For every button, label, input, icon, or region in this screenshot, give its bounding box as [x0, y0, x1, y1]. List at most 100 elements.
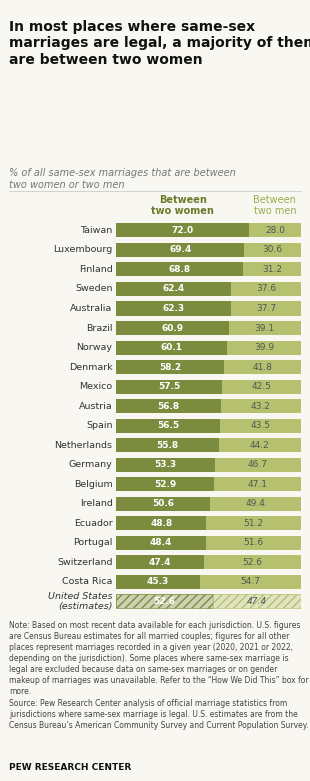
Bar: [116, 516, 206, 530]
Bar: [222, 380, 301, 394]
Bar: [227, 341, 301, 355]
Text: 69.4: 69.4: [169, 245, 192, 255]
Bar: [116, 282, 231, 296]
Text: 30.6: 30.6: [263, 245, 282, 255]
Text: 48.8: 48.8: [150, 519, 172, 528]
Text: United States
(estimates): United States (estimates): [48, 592, 113, 611]
Text: 52.9: 52.9: [154, 480, 176, 489]
Text: Note: Based on most recent data available for each jurisdiction. U.S. figures ar: Note: Based on most recent data availabl…: [9, 621, 309, 729]
Bar: [231, 301, 301, 316]
Text: Brazil: Brazil: [86, 323, 113, 333]
Text: 72.0: 72.0: [172, 226, 194, 235]
Text: Finland: Finland: [79, 265, 113, 274]
Text: 42.5: 42.5: [252, 382, 272, 391]
Bar: [116, 380, 222, 394]
Bar: [206, 536, 301, 550]
Bar: [116, 321, 228, 335]
Bar: [116, 594, 213, 608]
Text: 48.4: 48.4: [150, 538, 172, 547]
Text: 50.6: 50.6: [152, 499, 174, 508]
Bar: [220, 419, 301, 433]
Text: 51.6: 51.6: [243, 538, 263, 547]
Bar: [116, 301, 231, 316]
Bar: [116, 497, 210, 511]
Text: Taiwan: Taiwan: [80, 226, 113, 235]
Text: Switzerland: Switzerland: [57, 558, 113, 567]
Text: 60.1: 60.1: [161, 343, 183, 352]
Bar: [243, 262, 301, 276]
Text: Sweden: Sweden: [75, 284, 113, 294]
Bar: [200, 575, 301, 589]
Text: Netherlands: Netherlands: [55, 440, 113, 450]
Bar: [206, 516, 301, 530]
Text: 55.8: 55.8: [157, 440, 179, 450]
Bar: [219, 438, 301, 452]
Text: 56.5: 56.5: [157, 421, 179, 430]
Bar: [210, 497, 301, 511]
Text: 47.4: 47.4: [247, 597, 267, 606]
Text: 52.6: 52.6: [154, 597, 176, 606]
Text: 45.3: 45.3: [147, 577, 169, 587]
Text: 28.0: 28.0: [265, 226, 285, 235]
Text: Spain: Spain: [86, 421, 113, 430]
Bar: [215, 458, 301, 472]
Text: 58.2: 58.2: [159, 362, 181, 372]
Bar: [116, 477, 214, 491]
Text: Norway: Norway: [77, 343, 113, 352]
Bar: [224, 360, 301, 374]
Text: Ireland: Ireland: [80, 499, 113, 508]
Text: 39.1: 39.1: [255, 323, 275, 333]
Bar: [228, 321, 301, 335]
Text: 37.6: 37.6: [256, 284, 276, 294]
Bar: [244, 243, 301, 257]
Text: Australia: Australia: [70, 304, 113, 313]
Bar: [116, 419, 220, 433]
Text: % of all same-sex marriages that are between
two women or two men: % of all same-sex marriages that are bet…: [9, 168, 236, 191]
Text: Between
two men: Between two men: [254, 194, 296, 216]
Text: 39.9: 39.9: [254, 343, 274, 352]
Bar: [116, 262, 243, 276]
Text: PEW RESEARCH CENTER: PEW RESEARCH CENTER: [9, 762, 131, 772]
Text: 53.3: 53.3: [154, 460, 176, 469]
Text: 49.4: 49.4: [245, 499, 265, 508]
Bar: [116, 594, 213, 608]
Text: Ecuador: Ecuador: [74, 519, 113, 528]
Text: Luxembourg: Luxembourg: [53, 245, 113, 255]
Text: Germany: Germany: [69, 460, 113, 469]
Bar: [116, 341, 227, 355]
Bar: [116, 536, 206, 550]
Text: 60.9: 60.9: [161, 323, 184, 333]
Bar: [116, 243, 244, 257]
Text: 56.8: 56.8: [157, 401, 180, 411]
Text: 68.8: 68.8: [169, 265, 191, 274]
Text: Portugal: Portugal: [73, 538, 113, 547]
Text: 47.4: 47.4: [149, 558, 171, 567]
Bar: [116, 458, 215, 472]
Text: 44.2: 44.2: [250, 440, 270, 450]
Text: 51.2: 51.2: [243, 519, 264, 528]
Text: Between
two women: Between two women: [151, 194, 214, 216]
Text: Mexico: Mexico: [79, 382, 113, 391]
Bar: [213, 594, 301, 608]
Bar: [116, 360, 224, 374]
Text: 31.2: 31.2: [262, 265, 282, 274]
Bar: [214, 477, 301, 491]
Bar: [204, 555, 301, 569]
Text: Austria: Austria: [79, 401, 113, 411]
Text: Denmark: Denmark: [69, 362, 113, 372]
Bar: [213, 594, 301, 608]
Bar: [231, 282, 301, 296]
Text: Costa Rica: Costa Rica: [62, 577, 113, 587]
Text: 57.5: 57.5: [158, 382, 180, 391]
Bar: [116, 575, 200, 589]
Text: 62.3: 62.3: [163, 304, 185, 313]
Text: 46.7: 46.7: [248, 460, 268, 469]
Text: 37.7: 37.7: [256, 304, 276, 313]
Bar: [116, 223, 249, 237]
Bar: [249, 223, 301, 237]
Text: Belgium: Belgium: [74, 480, 113, 489]
Text: 43.5: 43.5: [250, 421, 271, 430]
Bar: [221, 399, 301, 413]
Text: 62.4: 62.4: [163, 284, 185, 294]
Text: In most places where same-sex
marriages are legal, a majority of them
are betwee: In most places where same-sex marriages …: [9, 20, 310, 67]
